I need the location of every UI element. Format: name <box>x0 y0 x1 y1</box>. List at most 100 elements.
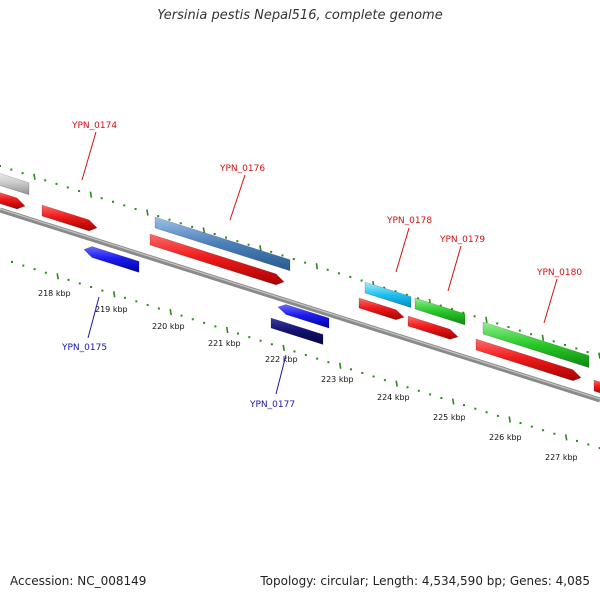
minor-tick <box>451 308 453 311</box>
gene-label-ypn-0179[interactable]: YPN_0179 <box>439 235 485 245</box>
kbp-label: 225 kbp <box>433 413 466 422</box>
kbp-label: 220 kbp <box>152 322 185 331</box>
major-tick <box>146 209 149 216</box>
minor-tick <box>361 371 364 374</box>
gene-label-ypn-0174[interactable]: YPN_0174 <box>71 121 117 131</box>
gene-ypn-0179 <box>414 297 466 326</box>
major-tick <box>169 308 172 316</box>
cds-ypn-0174 <box>41 204 98 232</box>
gene-label-ypn-0178[interactable]: YPN_0178 <box>386 216 432 226</box>
minor-tick <box>575 347 578 350</box>
minor-tick <box>576 439 578 442</box>
gene-label-ypn-0180[interactable]: YPN_0180 <box>536 268 582 278</box>
cds-ypn-0176 <box>149 233 285 286</box>
minor-tick <box>485 411 488 414</box>
minor-tick <box>66 186 69 189</box>
minor-tick <box>135 300 138 303</box>
cds-ypn-0180 <box>475 338 582 382</box>
minor-tick <box>90 286 93 289</box>
minor-tick <box>112 200 114 203</box>
minor-tick <box>552 340 555 343</box>
minor-tick <box>101 289 104 292</box>
minor-tick <box>553 432 556 435</box>
minor-tick <box>247 243 250 246</box>
gene-ypn-0176 <box>154 216 291 272</box>
minor-tick <box>360 279 363 282</box>
minor-tick <box>440 396 443 399</box>
minor-tick <box>327 361 330 364</box>
forward-tick-track <box>0 165 600 359</box>
minor-tick <box>44 271 47 274</box>
minor-tick <box>180 314 183 317</box>
minor-tick <box>383 286 386 289</box>
minor-tick <box>179 222 182 225</box>
major-tick <box>315 263 319 270</box>
gene-leader-line <box>543 278 558 324</box>
gene-label-ypn-0175[interactable]: YPN_0175 <box>61 343 107 353</box>
major-tick <box>485 316 488 323</box>
minor-tick <box>474 407 477 410</box>
major-tick <box>508 416 511 423</box>
genome-backbone-highlight <box>0 208 600 400</box>
minor-tick <box>11 261 13 263</box>
minor-tick <box>67 278 70 281</box>
major-tick <box>33 173 36 180</box>
minor-tick <box>44 179 47 182</box>
minor-tick <box>157 307 160 310</box>
minor-tick <box>383 379 386 382</box>
minor-tick <box>564 343 566 346</box>
minor-tick <box>463 404 465 407</box>
minor-tick <box>405 293 408 296</box>
minor-tick <box>21 172 24 175</box>
minor-tick <box>349 275 352 278</box>
major-tick <box>225 326 229 334</box>
minor-tick <box>338 272 340 275</box>
minor-tick <box>281 254 284 257</box>
minor-tick <box>586 351 589 354</box>
minor-tick <box>270 250 273 253</box>
minor-tick <box>10 168 13 171</box>
minor-tick <box>406 386 409 389</box>
minor-tick <box>225 236 227 239</box>
genome-backbone <box>0 207 600 403</box>
minor-tick <box>417 297 420 300</box>
kbp-label: 223 kbp <box>321 375 354 384</box>
minor-tick <box>124 296 126 299</box>
genome-summary-text: Topology: circular; Length: 4,534,590 bp… <box>260 574 590 588</box>
gene-labels: YPN_0174 YPN_0175 YPN_0176 YPN_0177 YPN_… <box>61 121 582 410</box>
kbp-label: 224 kbp <box>377 393 410 402</box>
minor-tick <box>496 414 499 417</box>
minor-tick <box>326 268 329 271</box>
gene-leader-line <box>275 354 287 395</box>
gene-leader-line <box>395 227 410 273</box>
minor-tick <box>587 443 590 446</box>
major-tick <box>395 380 398 387</box>
reverse-tick-track <box>11 261 600 450</box>
minor-tick <box>530 425 533 428</box>
major-tick <box>338 362 342 369</box>
minor-tick <box>394 290 397 293</box>
gene-label-ypn-0176[interactable]: YPN_0176 <box>219 164 265 174</box>
minor-tick <box>55 182 58 185</box>
minor-tick <box>157 215 160 218</box>
minor-tick <box>134 207 137 210</box>
minor-tick <box>214 325 217 328</box>
minor-tick <box>292 258 295 261</box>
cds-ypn-0177 <box>277 304 330 329</box>
minor-tick <box>542 429 545 432</box>
minor-tick <box>259 339 262 342</box>
gene-ypn-0178 <box>364 281 412 308</box>
gene-label-ypn-0177[interactable]: YPN_0177 <box>249 400 295 410</box>
cds-forward <box>0 192 26 210</box>
minor-tick <box>350 368 352 371</box>
minor-tick <box>22 264 25 267</box>
minor-tick <box>191 318 194 321</box>
gene-leader-line <box>229 174 246 221</box>
minor-tick <box>462 311 465 314</box>
minor-tick <box>33 268 36 271</box>
minor-tick <box>270 343 273 346</box>
minor-tick <box>417 389 420 392</box>
minor-tick <box>100 197 103 200</box>
minor-tick <box>496 322 499 325</box>
